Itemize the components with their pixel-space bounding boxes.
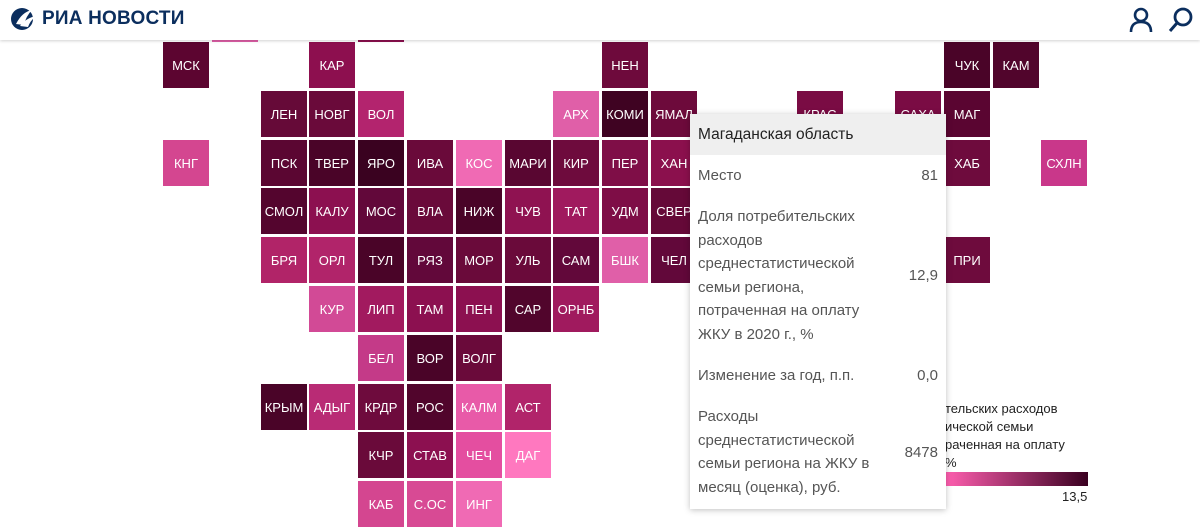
region-tile[interactable]: ОРЛ	[309, 237, 355, 283]
region-tile[interactable]: КАБ	[358, 481, 404, 527]
region-tile[interactable]: СВЕР	[651, 188, 697, 234]
region-tile[interactable]: ИНГ	[456, 481, 502, 527]
region-tile[interactable]: ЯРО	[358, 140, 404, 186]
region-tile[interactable]: РОС	[407, 384, 453, 430]
region-tile[interactable]: ИВА	[407, 140, 453, 186]
tooltip-row-share: Доля потребительских расходов среднестат…	[698, 205, 938, 346]
logo-text: РИА НОВОСТИ	[42, 8, 185, 29]
region-tile[interactable]: ДАГ	[505, 432, 551, 478]
partial-tile-top	[358, 40, 404, 42]
region-tile[interactable]: МОР	[456, 237, 502, 283]
legend-color-scale	[945, 472, 1088, 486]
region-tile[interactable]: С.ОС	[407, 481, 453, 527]
region-tile[interactable]: ВОР	[407, 335, 453, 381]
region-tile[interactable]: КРДР	[358, 384, 404, 430]
region-tile[interactable]: СХЛН	[1041, 140, 1087, 186]
region-tile[interactable]: КАМ	[993, 42, 1039, 88]
region-tile[interactable]: ВЛА	[407, 188, 453, 234]
tooltip-label: Доля потребительских расходов среднестат…	[698, 208, 860, 343]
region-tile[interactable]: АСТ	[505, 384, 551, 430]
tooltip-row-change: Изменение за год, п.п. 0,0	[698, 364, 938, 388]
tooltip-value: 12,9	[908, 267, 938, 284]
region-tile[interactable]: НЕН	[602, 42, 648, 88]
legend-max-value: 13,5	[1062, 489, 1088, 504]
tooltip-region-name: Магаданская область	[690, 114, 946, 155]
tooltip-label: Место	[698, 167, 742, 184]
region-tile[interactable]: КОМИ	[602, 91, 648, 137]
region-tile[interactable]: СТАВ	[407, 432, 453, 478]
legend-title: тельских расходов ической семьи раченная…	[945, 401, 1065, 470]
region-tile[interactable]: ЧЕЛ	[651, 237, 697, 283]
region-tile[interactable]: ХАН	[651, 140, 697, 186]
region-tile[interactable]: ПРИ	[944, 237, 990, 283]
region-tile[interactable]: НОВГ	[309, 91, 355, 137]
region-tile[interactable]: ВОЛГ	[456, 335, 502, 381]
region-tile[interactable]: БРЯ	[261, 237, 307, 283]
ria-logo[interactable]: РИА НОВОСТИ	[10, 6, 185, 32]
region-tile[interactable]: АДЫГ	[309, 384, 355, 430]
region-tile[interactable]: МАГ	[944, 91, 990, 137]
tooltip-row-rank: Место 81	[698, 164, 938, 188]
tooltip-label: Изменение за год, п.п.	[698, 367, 855, 384]
region-tile[interactable]: ТАМ	[407, 286, 453, 332]
region-tile[interactable]: УДМ	[602, 188, 648, 234]
partial-tile-top	[212, 40, 258, 42]
region-tile[interactable]: КРЫМ	[261, 384, 307, 430]
region-tile[interactable]: БЕЛ	[358, 335, 404, 381]
region-tile[interactable]: КАЛУ	[309, 188, 355, 234]
tooltip-row-expenses: Расходы среднестатистической семьи регио…	[698, 405, 938, 499]
region-tile[interactable]: КУР	[309, 286, 355, 332]
region-tile[interactable]: КНГ	[163, 140, 209, 186]
region-tile[interactable]: ЛИП	[358, 286, 404, 332]
region-tile[interactable]: ТАТ	[553, 188, 599, 234]
region-tile[interactable]: ВОЛ	[358, 91, 404, 137]
search-icon[interactable]	[1168, 7, 1194, 33]
legend: тельских расходов ической семьи раченная…	[945, 400, 1095, 504]
region-tile[interactable]: НИЖ	[456, 188, 502, 234]
region-tile[interactable]: МСК	[163, 42, 209, 88]
region-tile[interactable]: ЧУВ	[505, 188, 551, 234]
region-tile[interactable]: ХАБ	[944, 140, 990, 186]
region-tile[interactable]: ТУЛ	[358, 237, 404, 283]
region-tile[interactable]: ЛЕН	[261, 91, 307, 137]
tooltip-value: 8478	[904, 444, 938, 461]
regions-tile-map: МСККАРНЕНЧУККАМЛЕННОВГВОЛАРХКОМИЯМАЛКРАС…	[0, 40, 1200, 527]
region-tile[interactable]: БШК	[602, 237, 648, 283]
region-tile[interactable]: ПСК	[261, 140, 307, 186]
region-tile[interactable]: КОС	[456, 140, 502, 186]
region-tile[interactable]: ПЕН	[456, 286, 502, 332]
tooltip-value: 81	[921, 167, 938, 184]
region-tile[interactable]: САМ	[553, 237, 599, 283]
region-tile[interactable]: МАРИ	[505, 140, 551, 186]
region-tile[interactable]: ОРНБ	[553, 286, 599, 332]
region-tile[interactable]: АРХ	[553, 91, 599, 137]
site-header: РИА НОВОСТИ	[0, 0, 1200, 40]
region-tile[interactable]: КИР	[553, 140, 599, 186]
region-tile[interactable]: ПЕР	[602, 140, 648, 186]
region-tooltip: Магаданская область Место 81 Доля потреб…	[690, 114, 946, 509]
region-tile[interactable]: САР	[505, 286, 551, 332]
ria-logo-icon	[11, 8, 36, 30]
region-tile[interactable]: ЯМАЛ	[651, 91, 697, 137]
region-tile[interactable]: ТВЕР	[309, 140, 355, 186]
region-tile[interactable]: ЧЕЧ	[456, 432, 502, 478]
region-tile[interactable]: КАР	[309, 42, 355, 88]
user-icon[interactable]	[1128, 7, 1154, 33]
region-tile[interactable]: ЧУК	[944, 42, 990, 88]
region-tile[interactable]: КЧР	[358, 432, 404, 478]
region-tile[interactable]: СМОЛ	[261, 188, 307, 234]
region-tile[interactable]: МОС	[358, 188, 404, 234]
region-tile[interactable]: КАЛМ	[456, 384, 502, 430]
region-tile[interactable]: УЛЬ	[505, 237, 551, 283]
tooltip-label: Расходы среднестатистической семьи регио…	[698, 408, 870, 496]
region-tile[interactable]: РЯЗ	[407, 237, 453, 283]
tooltip-value: 0,0	[917, 367, 938, 384]
